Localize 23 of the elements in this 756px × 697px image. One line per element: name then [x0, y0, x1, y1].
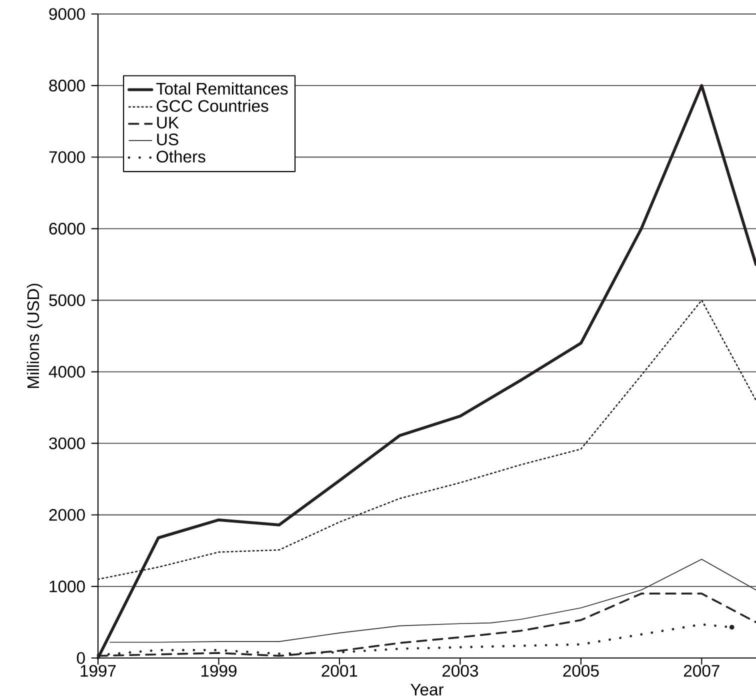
legend-label: Total Remittances: [156, 82, 288, 95]
legend-label: Others: [156, 150, 206, 163]
x-tick-label: 2001: [322, 664, 358, 677]
y-tick-label: 5000: [49, 294, 85, 306]
legend-label: GCC Countries: [156, 100, 268, 112]
x-tick-label: 1997: [80, 664, 116, 677]
y-tick-label: 9000: [49, 8, 85, 20]
x-tick-label: 2003: [442, 664, 478, 677]
y-tick-label: 4000: [48, 366, 85, 378]
y-tick-label: 6000: [49, 222, 85, 235]
legend-label: US: [157, 134, 178, 146]
y-axis-title: Millions (USD): [26, 284, 42, 388]
x-axis-title: Year: [410, 684, 444, 696]
y-tick-label: 7000: [49, 151, 85, 164]
y-tick-label: 2000: [49, 509, 85, 521]
y-tick-label: 3000: [49, 437, 85, 450]
x-tick-label: 2005: [563, 664, 599, 677]
legend-label: UK: [157, 116, 179, 129]
y-tick-label: 0: [76, 652, 85, 664]
x-tick-label: 1999: [201, 664, 236, 677]
x-tick-label: 2007: [684, 664, 720, 677]
y-tick-label: 1000: [50, 580, 85, 592]
y-tick-label: 8000: [49, 80, 85, 92]
